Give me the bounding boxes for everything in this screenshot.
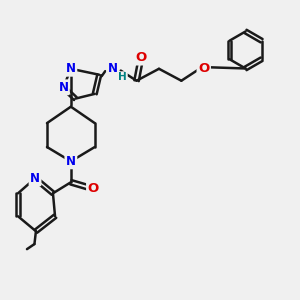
Text: N: N <box>66 62 76 75</box>
Text: O: O <box>198 62 209 75</box>
Text: N: N <box>58 81 68 94</box>
Text: O: O <box>88 182 99 195</box>
Text: N: N <box>108 62 118 75</box>
Text: N: N <box>66 155 76 168</box>
Text: H: H <box>118 72 127 82</box>
Text: N: N <box>30 172 40 185</box>
Text: O: O <box>135 51 147 64</box>
